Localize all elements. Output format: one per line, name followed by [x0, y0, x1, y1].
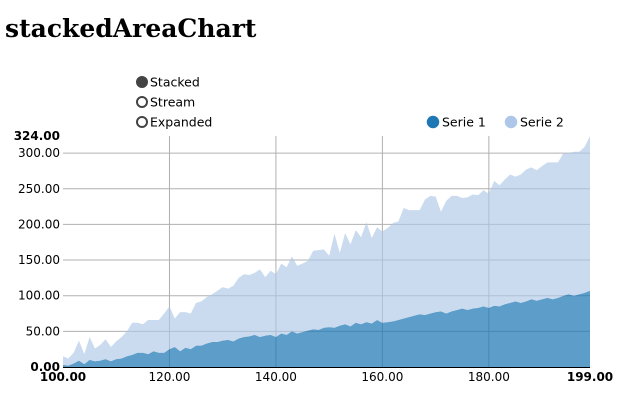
- x-tick-label: 100.00: [40, 370, 86, 384]
- legend-swatch: [504, 115, 518, 129]
- area-serie-2[interactable]: [63, 136, 590, 366]
- x-tick-label: 120.00: [148, 370, 190, 384]
- area-serie-1[interactable]: [63, 290, 590, 367]
- x-tick-label: 140.00: [255, 370, 297, 384]
- control-label: Stacked: [150, 75, 200, 90]
- control-label: Stream: [150, 95, 195, 110]
- y-tick-label: 100.00: [18, 289, 60, 303]
- y-tick-label: 50.00: [26, 324, 60, 338]
- x-tick-label: 180.00: [468, 370, 510, 384]
- x-tick-label: 199.00: [567, 370, 613, 384]
- y-tick-label: 200.00: [18, 217, 60, 231]
- page-title: stackedAreaChart: [5, 14, 257, 43]
- radio-circle[interactable]: [136, 116, 148, 128]
- y-tick-label: 150.00: [18, 253, 60, 267]
- legend-swatch: [426, 115, 440, 129]
- legend-item-serie-2[interactable]: Serie 2: [504, 115, 564, 130]
- control-expanded[interactable]: Expanded: [136, 115, 212, 130]
- y-tick-label: 300.00: [18, 146, 60, 160]
- control-stacked[interactable]: Stacked: [136, 75, 200, 90]
- legend[interactable]: Serie 1 Serie 2: [426, 115, 564, 130]
- area-layer[interactable]: [63, 136, 590, 367]
- legend-label: Serie 2: [520, 115, 564, 130]
- y-tick-label: 250.00: [18, 182, 60, 196]
- legend-item-serie-1[interactable]: Serie 1: [426, 115, 486, 130]
- stack-style-controls[interactable]: Stacked Stream Expanded: [136, 75, 212, 130]
- radio-circle[interactable]: [136, 76, 148, 88]
- x-tick-label: 160.00: [361, 370, 403, 384]
- x-axis-ticks: 100.00 120.00 140.00 160.00 180.00 199.00: [40, 370, 613, 384]
- control-label: Expanded: [150, 115, 212, 130]
- control-stream[interactable]: Stream: [136, 95, 195, 110]
- y-tick-label: 0.00: [30, 360, 60, 374]
- legend-label: Serie 1: [442, 115, 486, 130]
- y-tick-label: 324.00: [14, 129, 60, 143]
- y-axis-ticks: 0.00 50.00 100.00 150.00 200.00 250.00 300.00 3…: [14, 129, 60, 374]
- radio-circle[interactable]: [136, 96, 148, 108]
